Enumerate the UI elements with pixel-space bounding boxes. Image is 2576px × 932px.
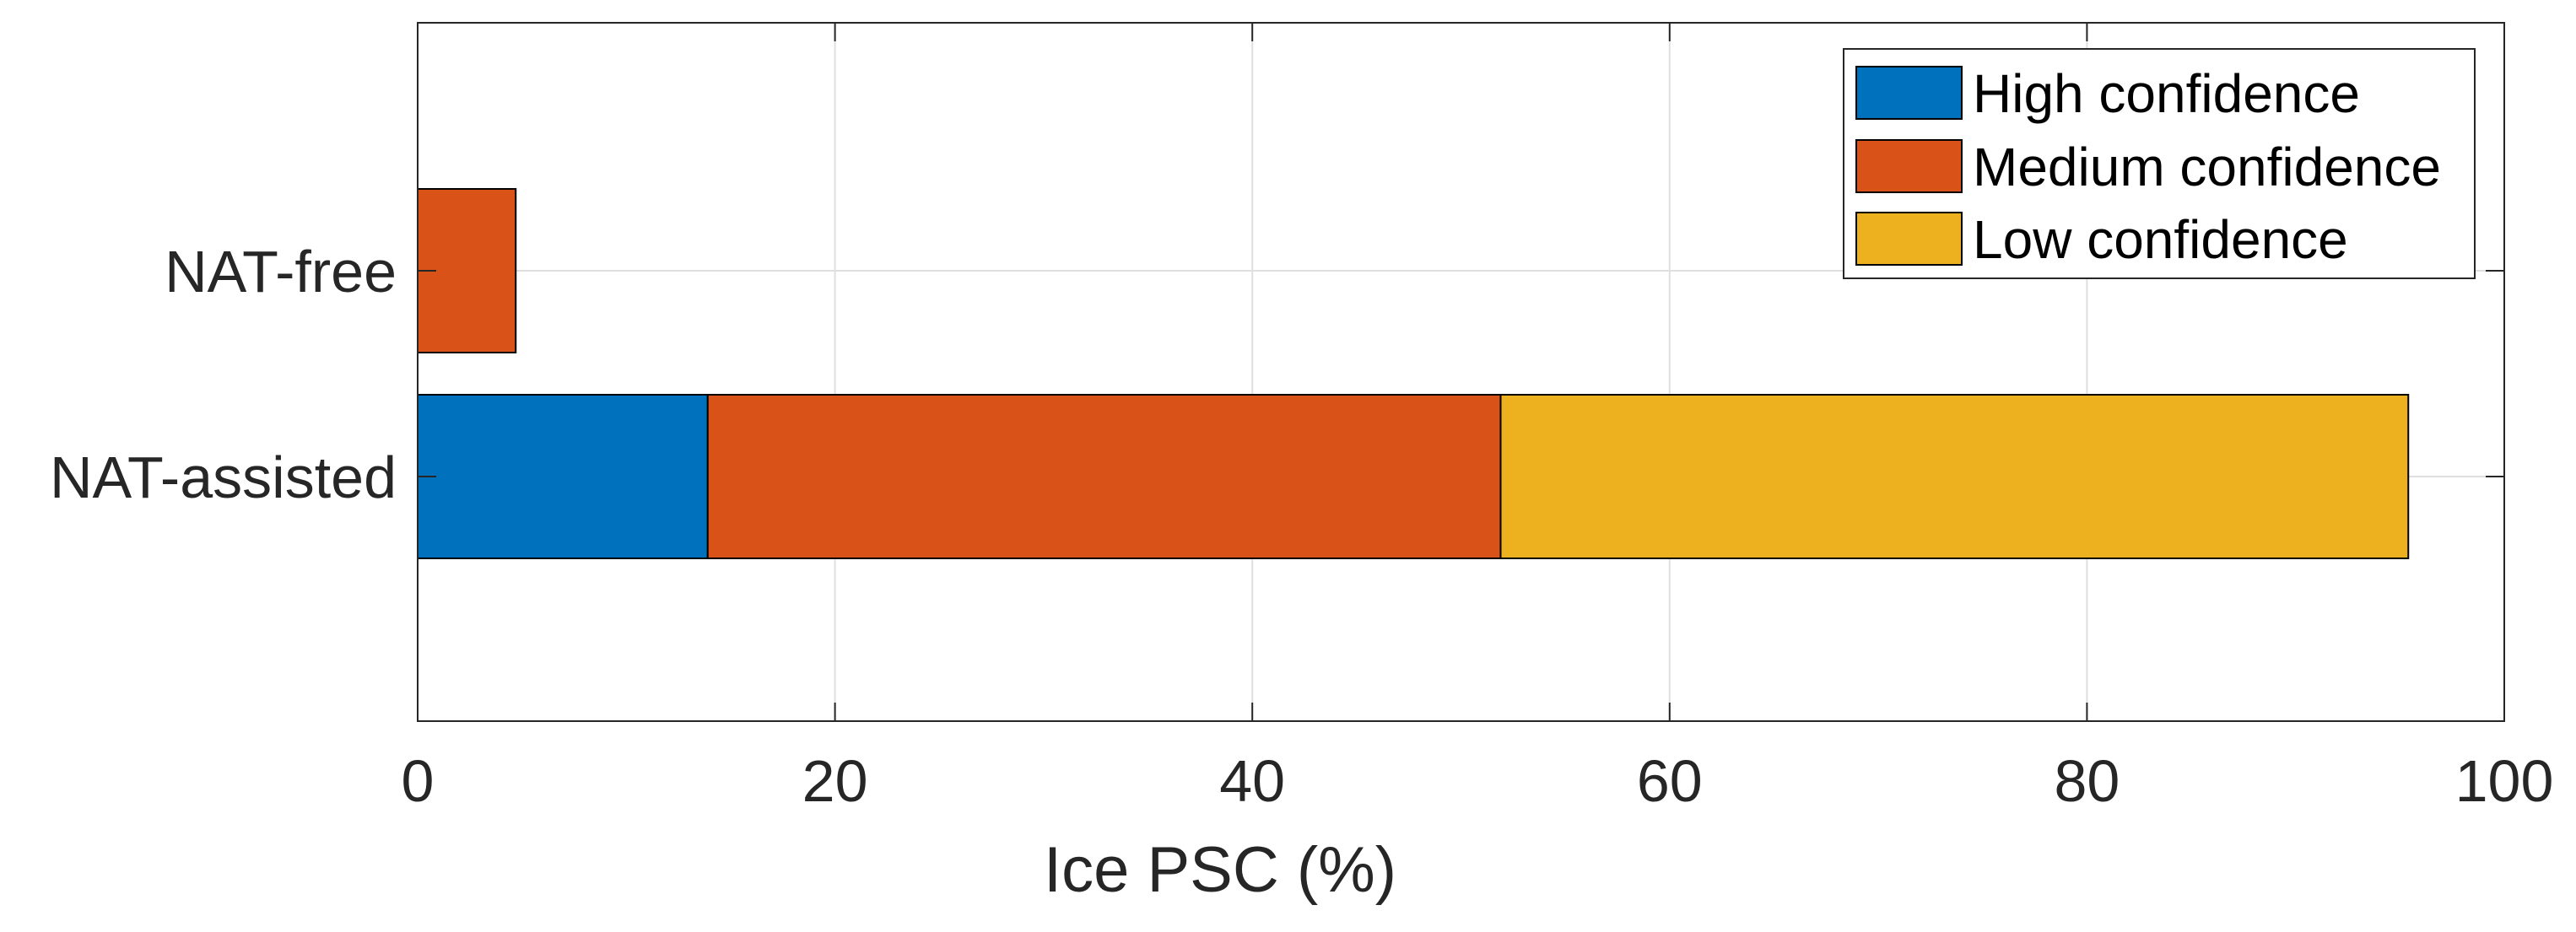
- bar-nat-assisted-low-confidence: [1499, 394, 2410, 559]
- x-tick-label: 80: [2054, 748, 2120, 814]
- y-tick-labels: NAT-assisted NAT-free: [50, 239, 397, 510]
- x-tick-label: 20: [802, 748, 868, 814]
- x-tick-label: 60: [1637, 748, 1703, 814]
- tick-marks: [417, 23, 2505, 721]
- x-tick-label: 100: [2455, 748, 2554, 814]
- x-tick-label: 0: [402, 748, 435, 814]
- legend-swatch-medium-confidence: [1855, 139, 1963, 193]
- legend-label-medium-confidence: Medium confidence: [1973, 137, 2441, 197]
- bar-nat-assisted-medium-confidence: [706, 394, 1502, 559]
- legend-label-high-confidence: High confidence: [1973, 63, 2360, 124]
- x-tick-label: 40: [1219, 748, 1285, 814]
- x-axis-title: Ice PSC (%): [1044, 834, 1396, 906]
- legend-swatch-high-confidence: [1855, 66, 1963, 120]
- plot-area-frame: [417, 22, 2505, 722]
- y-tick-label: NAT-free: [165, 239, 397, 304]
- legend-label-low-confidence: Low confidence: [1973, 209, 2348, 270]
- y-tick-label: NAT-assisted: [50, 444, 397, 510]
- bar-nat-assisted-high-confidence: [417, 394, 709, 559]
- legend-swatch-low-confidence: [1855, 212, 1963, 266]
- x-tick-labels: 0 20 40 60 80 100: [402, 748, 2554, 814]
- legend: High confidence Medium confidence Low conf…: [1843, 48, 2476, 279]
- bars: [417, 188, 2410, 559]
